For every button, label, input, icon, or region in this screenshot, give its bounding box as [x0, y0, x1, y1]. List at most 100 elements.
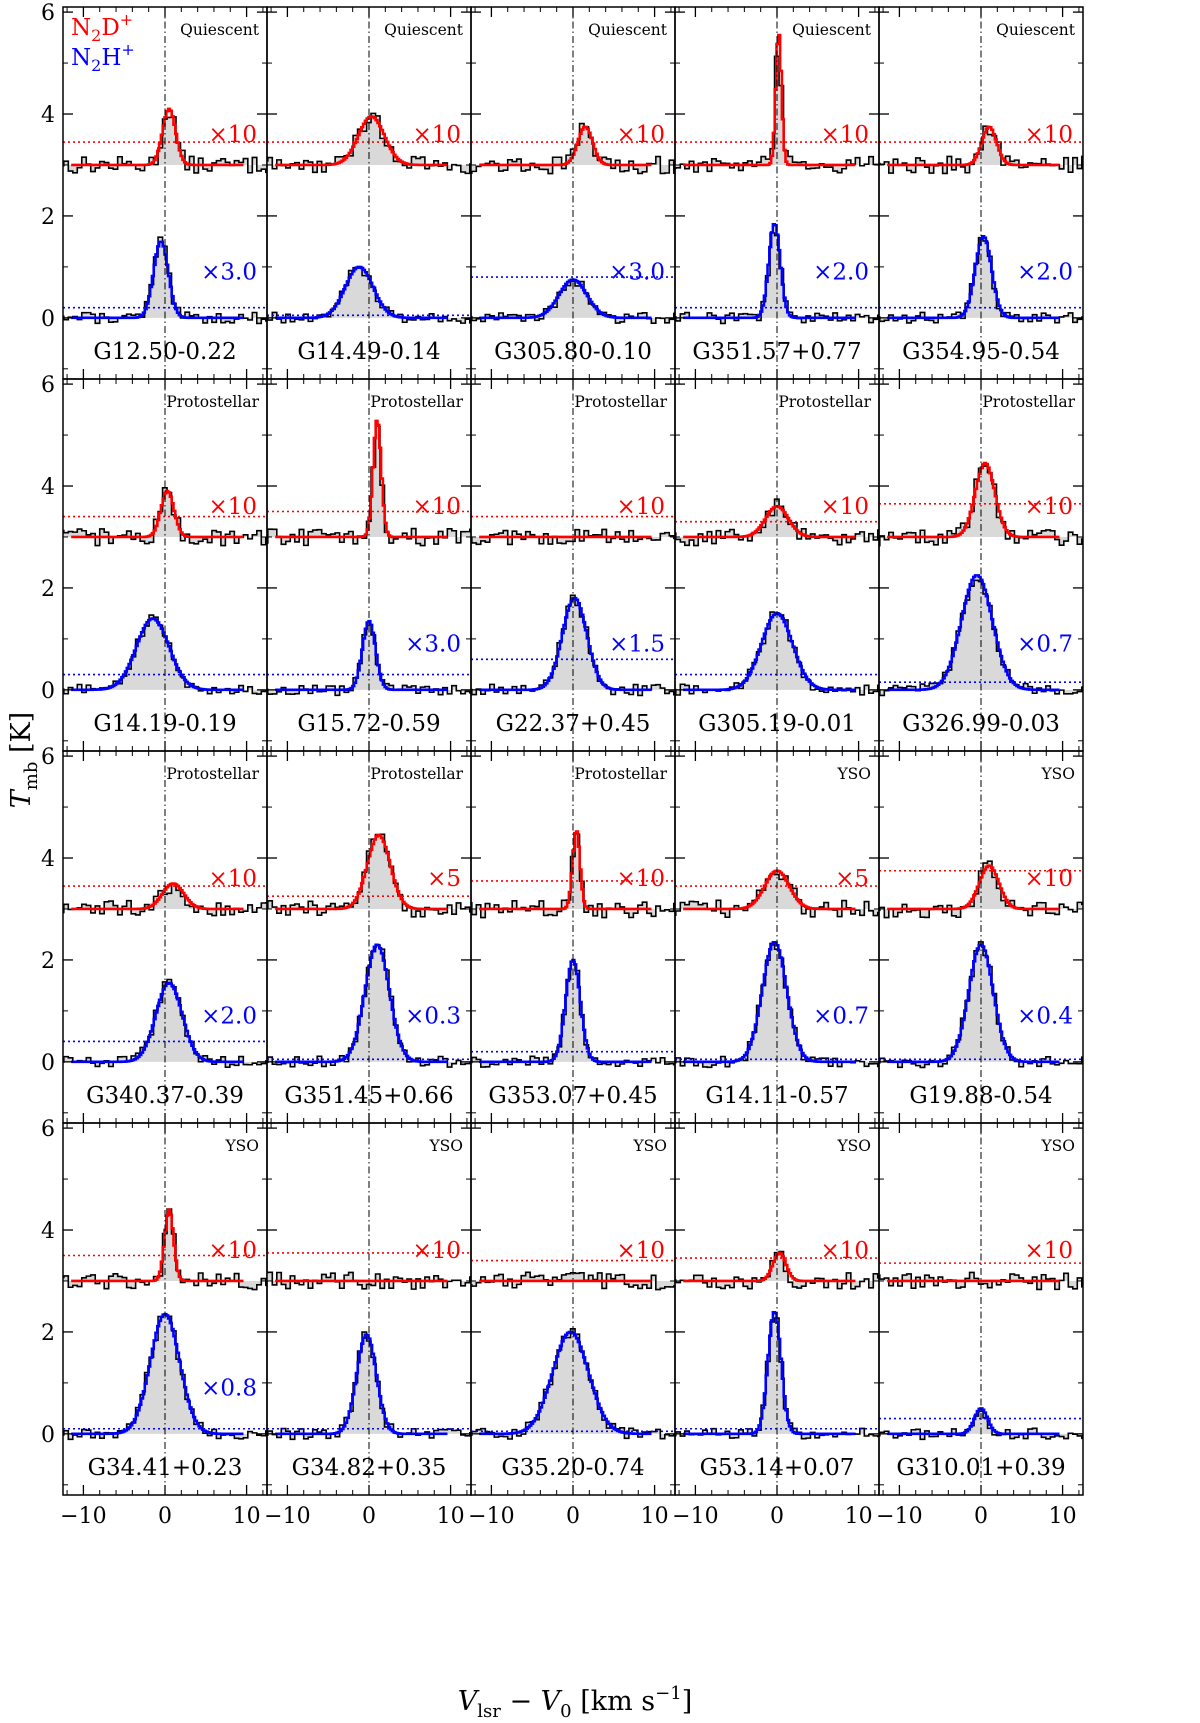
y-tick-label: 2: [41, 205, 55, 230]
n2dp-scale-label: ×10: [208, 122, 257, 148]
n2dp-fit: [887, 461, 1060, 539]
y-tick-label: 0: [41, 1051, 55, 1076]
y-tick-label: 4: [41, 103, 55, 128]
panel-source-name: G35.20-0.74: [501, 1455, 644, 1481]
panel-frame: [470, 6, 676, 380]
n2dp-fit: [71, 489, 244, 539]
n2hp-fit: [275, 619, 448, 692]
n2dp-fit: [71, 882, 244, 911]
panel-g34.82+0.35: ×10 −10 0 10 YSO G34.82+0.35: [264, 1122, 472, 1529]
n2hp-fit: [887, 943, 1060, 1064]
n2hp-fill: [675, 1318, 879, 1439]
n2hp-fill: [471, 1328, 675, 1439]
n2dp-fit: [683, 1251, 856, 1283]
n2dp-scale-label: ×10: [1024, 494, 1073, 520]
panel-frame: [878, 750, 1084, 1124]
panel-frame: [266, 6, 472, 380]
panel-source-name: G34.82+0.35: [292, 1455, 447, 1481]
panel-class-label: YSO: [836, 1137, 871, 1155]
n2dp-fit: [479, 125, 652, 167]
panel-source-name: G354.95-0.54: [902, 339, 1060, 365]
n2hp-fill: [63, 1314, 267, 1440]
y-tick-label: 4: [41, 475, 55, 500]
n2dp-fill: [471, 834, 675, 918]
x-axis-label: Vlsr − V0 [km s−1]: [458, 1683, 692, 1722]
n2hp-fit: [71, 617, 244, 692]
n2hp-fit: [683, 223, 856, 320]
n2dp-scale-label: ×10: [616, 494, 665, 520]
y-tick-label: 6: [41, 745, 55, 770]
panel-plot-area: [879, 7, 1083, 379]
n2hp-fill: [63, 237, 267, 324]
x-tick-label: −10: [264, 1504, 310, 1529]
panel-source-name: G12.50-0.22: [93, 339, 236, 365]
n2hp-observed: [63, 978, 267, 1068]
y-tick-label: 6: [41, 373, 55, 398]
n2hp-fit: [683, 941, 856, 1064]
panel-frame: [878, 1122, 1084, 1496]
panel-plot-area: [267, 1123, 471, 1495]
panel-g305.19-0.01: ×10 Protostellar G305.19-0.01: [674, 378, 880, 752]
n2hp-scale-label: ×0.8: [201, 1376, 257, 1402]
n2hp-observed: [471, 594, 675, 697]
n2hp-fit: [683, 1311, 856, 1436]
panel-g53.14+0.07: ×10 −10 0 10 YSO G53.14+0.07: [672, 1122, 880, 1529]
panel-frame: [674, 378, 880, 752]
n2dp-fill: [267, 834, 471, 917]
panel-class-label: Protostellar: [982, 393, 1075, 411]
panel-frame: [878, 378, 1084, 752]
n2hp-scale-label: ×2.0: [1017, 260, 1073, 286]
x-tick-label: 0: [770, 1504, 784, 1529]
panel-frame: [62, 378, 268, 752]
panel-g14.19-0.19: ×10 0 2 4 6 Protostellar G14.19-0.19: [41, 373, 268, 752]
n2hp-fit: [275, 943, 448, 1064]
legend-entry: N2D+: [71, 10, 133, 45]
panel-frame: [62, 750, 268, 1124]
n2dp-scale-label: ×10: [412, 122, 461, 148]
n2dp-fit: [683, 33, 856, 167]
n2dp-observed: [471, 122, 675, 175]
y-axis-title: Tmb [K]: [6, 712, 42, 808]
x-axis-title: Vlsr − V0 [km s−1]: [458, 1683, 692, 1722]
x-tick-label: −10: [60, 1504, 106, 1529]
n2dp-scale-label: ×10: [820, 1238, 869, 1264]
n2hp-fill: [879, 580, 1083, 696]
n2hp-fit: [479, 596, 652, 692]
panel-frame: [62, 1122, 268, 1496]
n2hp-fit: [887, 574, 1060, 692]
x-tick-label: −10: [468, 1504, 514, 1529]
n2hp-fit: [71, 240, 244, 320]
n2hp-fit: [887, 235, 1060, 320]
n2hp-scale-label: ×2.0: [813, 260, 869, 286]
panel-source-name: G340.37-0.39: [86, 1083, 244, 1109]
n2dp-fit: [683, 869, 856, 911]
panel-class-label: YSO: [1040, 765, 1075, 783]
n2hp-scale-label: ×3.0: [201, 260, 257, 286]
x-tick-label: 0: [362, 1504, 376, 1529]
panel-g15.72-0.59: ×10 ×3.0 Protostellar G15.72-0.59: [266, 378, 472, 752]
panel-g351.57+0.77: ×10 ×2.0 Quiescent G351.57+0.77: [674, 6, 880, 380]
panel-g351.45+0.66: ×5 ×0.3 Protostellar G351.45+0.66: [266, 750, 472, 1124]
panel-plot-area: [675, 751, 879, 1123]
panel-source-name: G15.72-0.59: [297, 711, 440, 737]
n2dp-fit: [71, 107, 244, 167]
n2hp-fit: [887, 1407, 1060, 1436]
panel-plot-area: [63, 7, 267, 379]
panel-source-name: G19.88-0.54: [909, 1083, 1052, 1109]
panel-g22.37+0.45: ×10 ×1.5 Protostellar G22.37+0.45: [470, 378, 676, 752]
n2hp-scale-label: ×0.7: [813, 1004, 869, 1030]
panel-source-name: G53.14+0.07: [700, 1455, 855, 1481]
n2dp-scale-label: ×10: [1024, 122, 1073, 148]
panel-plot-area: [267, 751, 471, 1123]
panel-source-name: G351.45+0.66: [284, 1083, 453, 1109]
y-tick-label: 0: [41, 679, 55, 704]
panel-g14.49-0.14: ×10 Quiescent G14.49-0.14: [266, 6, 472, 380]
panel-source-name: G310.01+0.39: [896, 1455, 1065, 1481]
n2hp-scale-label: ×3.0: [609, 260, 665, 286]
panel-class-label: Protostellar: [370, 393, 463, 411]
n2dp-scale-label: ×10: [208, 1238, 257, 1264]
n2hp-fill: [879, 941, 1083, 1068]
panel-class-label: YSO: [632, 1137, 667, 1155]
n2hp-fit: [479, 278, 652, 320]
